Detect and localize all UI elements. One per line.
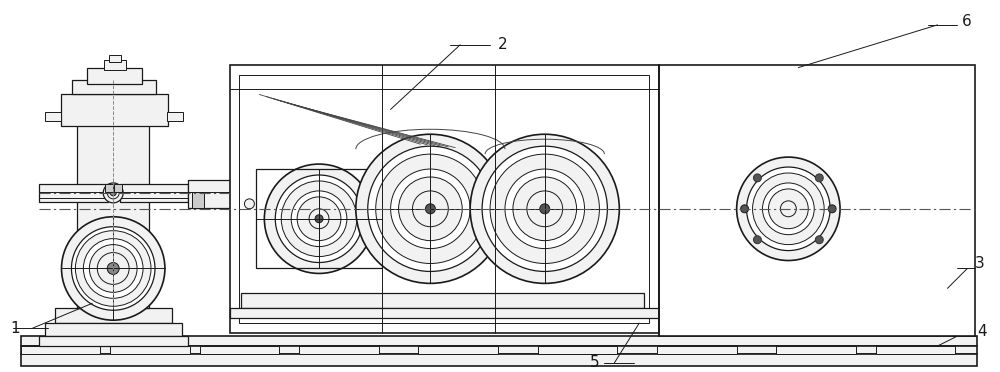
Circle shape <box>399 177 462 241</box>
Bar <box>776 346 856 354</box>
Circle shape <box>505 169 585 248</box>
Bar <box>114 184 122 192</box>
Circle shape <box>780 201 796 217</box>
Text: 6: 6 <box>962 15 972 29</box>
Bar <box>120 192 188 198</box>
Text: 4: 4 <box>977 324 987 339</box>
Circle shape <box>425 204 435 214</box>
Circle shape <box>97 253 129 284</box>
Bar <box>230 308 659 318</box>
Circle shape <box>376 154 485 263</box>
Circle shape <box>309 209 329 229</box>
Bar <box>299 346 379 354</box>
Bar <box>239 74 649 323</box>
Circle shape <box>412 191 448 227</box>
Bar <box>39 184 108 202</box>
Bar <box>109 55 121 62</box>
Circle shape <box>275 175 363 263</box>
Bar <box>77 124 149 308</box>
Bar <box>21 346 977 354</box>
Bar <box>87 68 142 84</box>
Circle shape <box>747 167 830 251</box>
Bar <box>21 336 977 346</box>
Circle shape <box>110 190 116 196</box>
Text: 2: 2 <box>498 37 508 52</box>
Bar <box>21 354 977 366</box>
Circle shape <box>741 205 749 213</box>
Text: 5: 5 <box>590 355 599 371</box>
Circle shape <box>281 181 357 257</box>
Circle shape <box>71 227 155 310</box>
Bar <box>876 346 955 354</box>
Circle shape <box>244 199 254 209</box>
Circle shape <box>75 231 151 306</box>
Bar <box>21 346 100 354</box>
Bar <box>167 112 183 121</box>
Bar <box>188 180 230 192</box>
Bar <box>45 112 61 121</box>
Circle shape <box>356 134 505 283</box>
Bar <box>538 346 617 354</box>
Circle shape <box>62 217 165 320</box>
Bar <box>256 169 382 269</box>
Circle shape <box>815 236 823 244</box>
Circle shape <box>513 177 577 241</box>
Bar <box>39 192 108 198</box>
Circle shape <box>291 191 347 247</box>
Circle shape <box>103 183 123 203</box>
Bar <box>192 192 204 208</box>
Circle shape <box>83 239 143 298</box>
Circle shape <box>315 215 323 223</box>
Bar <box>241 294 644 308</box>
Circle shape <box>828 205 836 213</box>
Bar <box>657 346 737 354</box>
Bar <box>104 60 126 70</box>
Bar <box>55 308 172 323</box>
Bar <box>110 346 190 354</box>
Circle shape <box>264 164 374 273</box>
Circle shape <box>763 183 814 235</box>
Bar <box>659 65 975 336</box>
Circle shape <box>815 174 823 182</box>
Circle shape <box>297 197 341 241</box>
Bar <box>200 346 279 354</box>
Circle shape <box>391 169 470 248</box>
Bar <box>61 94 168 126</box>
Bar <box>45 323 182 336</box>
Text: 1: 1 <box>11 321 20 336</box>
Circle shape <box>768 189 808 229</box>
Circle shape <box>490 154 599 263</box>
Bar <box>120 184 188 202</box>
Bar <box>188 180 230 208</box>
Text: 3: 3 <box>975 256 985 271</box>
Circle shape <box>737 157 840 260</box>
Bar <box>39 336 188 346</box>
Circle shape <box>107 187 119 199</box>
Circle shape <box>540 204 550 214</box>
Circle shape <box>107 263 119 275</box>
Circle shape <box>527 191 563 227</box>
Circle shape <box>753 236 761 244</box>
Circle shape <box>89 245 137 292</box>
Bar <box>72 80 156 94</box>
Bar <box>418 346 498 354</box>
Circle shape <box>482 146 607 272</box>
Circle shape <box>368 146 493 272</box>
Circle shape <box>470 134 619 283</box>
Circle shape <box>753 173 824 245</box>
Circle shape <box>753 174 761 182</box>
Bar <box>105 184 113 192</box>
Bar <box>230 65 659 333</box>
